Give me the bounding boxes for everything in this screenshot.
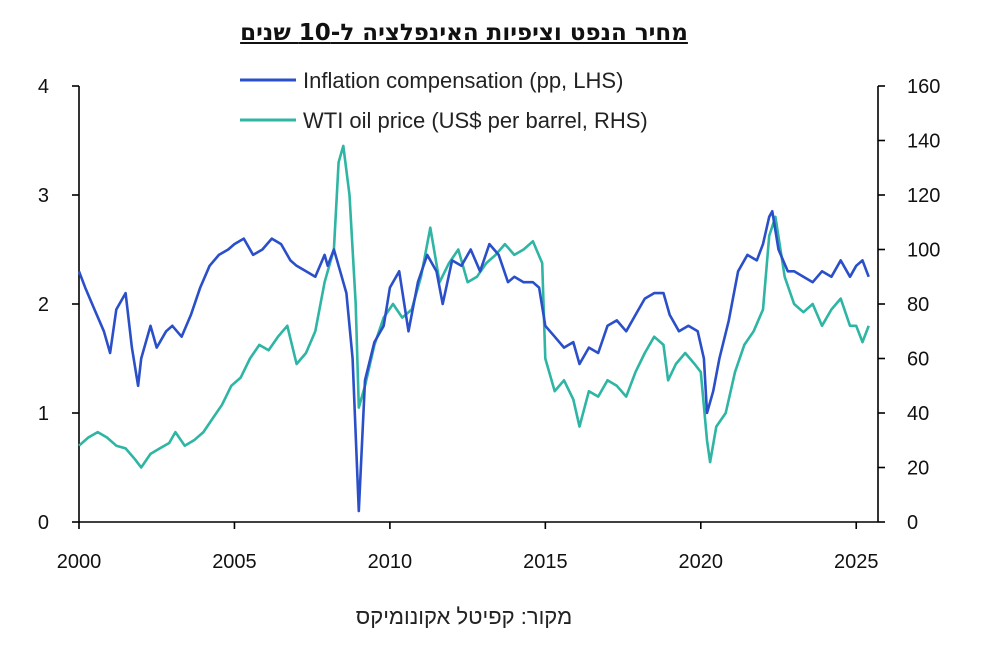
x-tick-label: 2015: [523, 551, 568, 573]
left-y-tick-label: 3: [38, 185, 49, 207]
left-y-tick-label: 0: [38, 512, 49, 534]
x-tick-label: 2000: [57, 551, 102, 573]
right-y-tick-label: 140: [907, 131, 940, 153]
right-y-tick-label: 160: [907, 76, 940, 98]
x-tick-label: 2020: [679, 551, 724, 573]
x-tick-label: 2025: [834, 551, 879, 573]
legend: Inflation compensation (pp, LHS) WTI oil …: [240, 68, 648, 133]
series-line-wti: [78, 144, 870, 469]
left-y-tick-label: 2: [38, 294, 49, 316]
x-tick-label: 2010: [368, 551, 413, 573]
right-y-tick-label: 120: [907, 185, 940, 207]
series-line-inflation: [77, 210, 870, 513]
x-tick-label: 2005: [212, 551, 257, 573]
plot-area: [77, 144, 870, 513]
chart-title: מחיר הנפט וציפיות האינפלציה ל-10 שנים: [240, 20, 688, 46]
right-y-tick-label: 100: [907, 240, 940, 262]
left-y-tick-label: 1: [38, 403, 49, 425]
right-y-tick-label: 60: [907, 349, 929, 371]
right-y-tick-label: 20: [907, 458, 929, 480]
chart-source: מקור: קפיטל אקונומיקס: [355, 604, 573, 629]
left-y-tick-label: 4: [38, 76, 49, 98]
right-y-tick-label: 80: [907, 294, 929, 316]
legend-label: Inflation compensation (pp, LHS): [303, 68, 623, 93]
right-y-tick-label: 0: [907, 512, 918, 534]
right-y-tick-label: 40: [907, 403, 929, 425]
legend-label: WTI oil price (US$ per barrel, RHS): [303, 108, 648, 133]
